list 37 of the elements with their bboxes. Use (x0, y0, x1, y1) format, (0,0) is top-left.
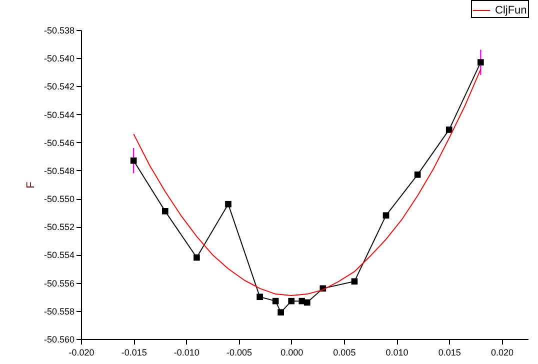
y-tick-label: -50.552 (44, 222, 74, 232)
x-tick-label: -0.020 (68, 348, 94, 358)
point (278, 309, 284, 316)
x-tick-label: -0.005 (226, 348, 252, 358)
point (478, 59, 484, 66)
x-tick-label: 0.000 (280, 348, 304, 358)
y-tick-label: -50.540 (44, 54, 74, 64)
point (162, 208, 168, 214)
point (304, 299, 310, 306)
y-tick-label: -50.550 (44, 194, 74, 204)
x-tick-label: 0.015 (438, 348, 461, 358)
x-tick-label: -0.015 (121, 348, 147, 358)
point (256, 294, 263, 300)
point (194, 254, 200, 261)
y-tick-label: -50.554 (44, 250, 74, 260)
point (414, 172, 421, 178)
point (130, 157, 137, 164)
x-tick-label: 0.005 (333, 348, 356, 358)
y-tick-label: -50.560 (44, 334, 74, 344)
y-tick-label: -50.544 (44, 110, 74, 120)
point (446, 126, 452, 133)
point (225, 201, 232, 208)
point (272, 298, 279, 304)
point (351, 278, 358, 285)
point (382, 212, 390, 219)
legend-label: CljFun (495, 4, 527, 16)
y-tick-label: -50.542 (44, 82, 74, 92)
x-tick-label: 0.010 (386, 348, 408, 358)
x-tick-label: 0.020 (490, 348, 514, 358)
y-tick-label: -50.556 (44, 278, 74, 288)
x-tick-label: -0.010 (174, 348, 200, 358)
y-tick-label: -50.558 (44, 306, 74, 316)
y-tick-label: -50.548 (44, 166, 74, 176)
y-axis-title: F (24, 181, 37, 188)
point (288, 298, 295, 304)
y-tick-label: -50.546 (44, 138, 74, 148)
y-tick-label: -50.538 (44, 26, 74, 36)
